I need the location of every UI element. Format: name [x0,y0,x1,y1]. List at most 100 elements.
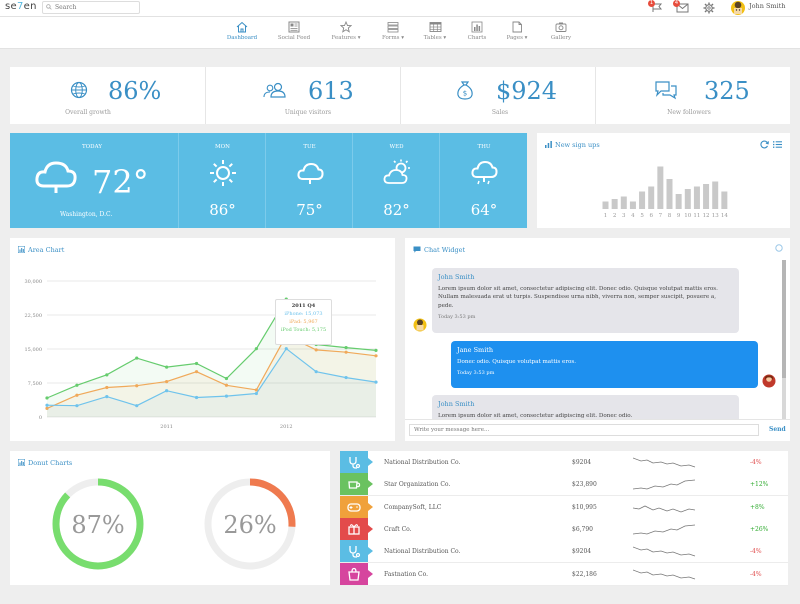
sparkline-path [633,457,696,468]
signup-bar [675,194,682,209]
signups-title: New sign ups [545,141,600,149]
signup-tick-label: 3 [622,213,626,219]
bar-chart-icon [471,21,483,33]
data-point [135,356,139,360]
user-name[interactable]: John Smith [749,2,786,10]
table-row[interactable]: Craft Co. $6,790 +26% [340,517,788,541]
signup-bar [657,166,664,209]
gamepad-icon [347,503,361,512]
data-point [254,347,258,351]
table-row[interactable]: Star Organization Co. $23,890 +12% [340,473,788,497]
donut-value: 26% [223,511,276,539]
nav-tables[interactable]: Tables ▾ [415,21,455,41]
nav-gallery[interactable]: Gallery [541,21,581,41]
donut-value: 87% [71,511,124,539]
avatar [762,374,776,388]
cloud-icon [35,161,77,193]
nav-forms[interactable]: Forms ▾ [373,21,413,41]
weather-widget: TODAY 72° Washington, D.C. MON 86° TUE 7… [10,133,527,228]
nav-features[interactable]: Features ▾ [326,21,366,41]
signup-bar [721,191,728,209]
data-point [314,370,318,374]
signup-tick-label: 12 [703,213,710,219]
company-name: Star Organization Co. [384,481,451,489]
series-area [47,335,376,417]
weather-today: TODAY 72° Washington, D.C. [10,133,178,228]
day-label: MON [215,144,230,150]
scrollbar-thumb[interactable] [782,260,786,378]
divider [595,67,596,124]
y-tick-label: 0 [39,415,42,421]
list-icon[interactable] [773,140,782,149]
svg-text:$: $ [463,90,467,98]
signup-tick-label: 7 [659,213,663,219]
forecast-day: TUE 75° [265,133,353,228]
data-point [165,389,169,393]
data-point [344,346,348,350]
coffee-icon [348,481,361,489]
change-value: +12% [750,481,769,489]
data-point [344,350,348,354]
message-author: John Smith [438,400,475,408]
data-point [344,375,348,380]
signup-bar [712,181,719,209]
avatar[interactable] [730,0,746,15]
signup-bar [639,191,646,209]
data-point [374,354,378,358]
data-point [75,404,79,408]
signup-tick-label: 13 [712,213,719,219]
row-icon-badge [340,473,373,496]
users-icon [263,82,286,98]
signup-bar [611,199,618,209]
mail-badge: 4 [673,0,680,7]
nav-pages[interactable]: Pages ▾ [497,21,537,41]
status-dot-icon[interactable] [775,244,783,252]
search-input[interactable] [55,3,135,12]
stat-value: 325 [704,77,750,105]
nav-charts[interactable]: Charts [457,21,497,41]
message-time: Today 3:53 pm [457,370,495,376]
table-row[interactable]: CompanySoft, LLC $10,995 +8% [340,495,788,519]
today-temp: 72° [92,163,149,201]
stats-panel: 86% Overall growth 613 Unique visitors $… [10,67,790,124]
divider [205,67,206,124]
table-row[interactable]: National Distribution Co. $9204 -4% [340,451,788,474]
chat-icon [413,246,421,253]
area-chart-panel: Area Chart 0 7,500 15,000 22,500 30,000 2011 2… [10,238,395,441]
nav-dashboard[interactable]: Dashboard [222,21,262,41]
message-text: Lorem ipsum dolor sit amet, consectetur … [438,412,633,419]
table-row[interactable]: Fastnation Co. $22,186 -4% [340,562,788,586]
signup-bar [602,201,609,209]
chat-message-input[interactable] [409,424,759,436]
tooltip-line: iPhone: 15,073 [284,311,323,317]
data-point [45,403,49,407]
social-feed-icon [288,21,300,33]
search-box[interactable] [42,1,140,14]
sun-icon [209,160,236,186]
logo[interactable]: se7en [5,1,37,12]
refresh-icon[interactable] [760,140,769,149]
donut-panel: Donut Charts 87% 26% [10,451,330,585]
data-point [194,361,199,366]
row-arrow [368,569,373,578]
row-arrow [368,547,373,556]
y-tick-label: 7,500 [28,381,42,387]
home-icon [236,21,248,33]
change-value: +26% [750,525,769,533]
send-button[interactable]: Send [769,426,786,433]
stethoscope-icon [349,457,361,469]
nav-social-feed[interactable]: Social Feed [274,21,314,41]
data-point [254,391,258,396]
row-icon-badge [340,562,373,585]
company-name: Craft Co. [384,525,412,533]
area-chart-icon [17,458,26,467]
bar-chart-icon [545,141,552,148]
chat-widget: Chat Widget John Smith Lorem ipsum dolor… [405,238,790,441]
signup-bar [684,189,691,209]
sparkline-path [633,546,696,557]
data-point [194,370,199,374]
table-row[interactable]: National Distribution Co. $9204 -4% [340,540,788,564]
gear-icon[interactable] [703,2,715,14]
data-point [135,404,139,408]
data-point [374,380,378,384]
